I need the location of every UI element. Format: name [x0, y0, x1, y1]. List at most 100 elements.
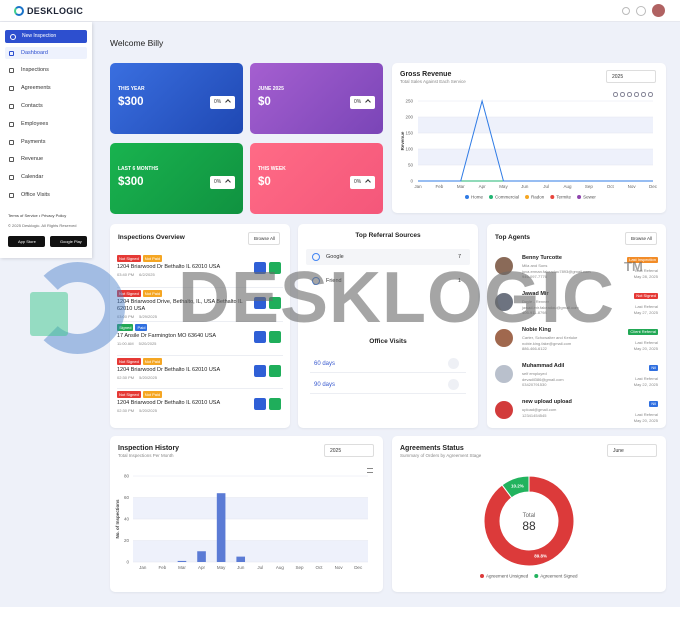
visit-period: 60 days: [314, 361, 336, 367]
view-button[interactable]: [254, 365, 266, 377]
terms-links[interactable]: Terms of Service • Privacy Policy: [8, 213, 67, 218]
view-button[interactable]: [254, 297, 266, 309]
separator: [310, 372, 466, 373]
meta-row: 11:00 AM 5/20/2025: [117, 341, 285, 346]
section-title: Office Visits: [369, 338, 407, 345]
edit-button[interactable]: [269, 365, 281, 377]
address: 17 Ansile Dr Farmington MO 63640 USA: [117, 333, 217, 339]
agent-name: Muhammad Adil: [522, 363, 565, 369]
time: 03:40 PM: [117, 272, 135, 277]
user-avatar[interactable]: [652, 4, 665, 17]
separator: [117, 287, 283, 288]
legend-marker: [525, 195, 530, 199]
stat-label: LAST 6 MONTHS: [118, 166, 159, 172]
badge-row: Not Signed Not Paid: [117, 358, 285, 365]
visit-view-button[interactable]: [448, 358, 459, 369]
source-icon: [312, 277, 320, 285]
address: 1204 Briarwood Drive, Bethalto, IL, USA …: [117, 299, 243, 312]
year-select[interactable]: 2025: [324, 444, 374, 457]
date: 5/20/2025: [139, 408, 157, 413]
edit-button[interactable]: [269, 398, 281, 410]
view-button[interactable]: [254, 398, 266, 410]
nav-item[interactable]: Revenue: [5, 154, 87, 166]
edit-button[interactable]: [269, 331, 281, 343]
legend-label: Agreement Signed: [540, 574, 578, 579]
toolbar-icon[interactable]: [648, 92, 653, 97]
agents-card: Top Agents Browse All Benny Turcotte Mila a…: [487, 224, 666, 428]
card-title: Inspections Overview: [118, 234, 185, 241]
nav-label: Revenue: [21, 156, 44, 163]
address: 1204 Briarwood Dr Bethalto IL 62010 USA: [117, 400, 221, 406]
inspection-item: Signed Paid 17 Ansile Dr Farmington MO 636…: [117, 324, 285, 356]
address: 1204 Briarwood Dr Bethalto IL 62010 USA: [117, 264, 221, 270]
status-badge: Signed: [117, 324, 134, 331]
nav-item[interactable]: Contacts: [5, 100, 87, 112]
y-tick-label: 100: [405, 147, 413, 152]
agent-detail: Doyle - Renner: [522, 299, 549, 304]
stat-change-value: 0%: [354, 99, 362, 105]
store-badge[interactable]: Google Play: [50, 236, 87, 247]
agent-badge: Last Inspection: [627, 257, 658, 263]
edit-button[interactable]: [269, 297, 281, 309]
nav-item[interactable]: Inspections: [5, 65, 87, 77]
menu-icon[interactable]: [367, 468, 373, 473]
grid-band: [133, 497, 368, 519]
nav-icon: [9, 50, 14, 56]
status-badge: Not Paid: [142, 255, 163, 262]
nav-label: Contacts: [21, 102, 43, 109]
source-count: 7: [458, 253, 462, 260]
nav-icon: [9, 68, 14, 74]
nav-item[interactable]: Dashboard: [5, 47, 87, 59]
view-button[interactable]: [254, 262, 266, 274]
browse-button[interactable]: Browse All: [248, 232, 280, 245]
nav-item[interactable]: Employees: [5, 118, 87, 130]
x-tick-label: May: [499, 184, 508, 189]
date-label: Last Referral: [635, 412, 658, 417]
nav-item[interactable]: Office Visits: [5, 189, 87, 201]
nav-icon: [9, 175, 14, 181]
view-button[interactable]: [254, 331, 266, 343]
store-badge[interactable]: App Store: [8, 236, 45, 247]
toolbar-icon[interactable]: [613, 92, 618, 97]
icon-button[interactable]: [636, 6, 646, 16]
agent-avatar: [495, 365, 513, 383]
legend-marker: [577, 195, 582, 199]
nav-icon: [9, 192, 14, 198]
separator: [117, 321, 283, 322]
legend-marker: [480, 574, 484, 578]
card-title: Top Agents: [495, 234, 531, 241]
year-select[interactable]: 2025: [606, 70, 656, 83]
agent-date: May 28, 2025: [633, 274, 658, 279]
x-tick-label: Feb: [158, 565, 166, 570]
icon-button[interactable]: [622, 7, 630, 15]
time: 02:30 PM: [117, 408, 135, 413]
browse-button[interactable]: Browse All: [625, 232, 657, 245]
nav-item[interactable]: Payments: [5, 136, 87, 148]
toolbar-icon[interactable]: [627, 92, 632, 97]
stat-change: 0%: [350, 96, 375, 109]
agent-date: May 27, 2025: [633, 310, 658, 315]
toolbar-icon[interactable]: [634, 92, 639, 97]
chart-card: Inspection History Total Inspections Per …: [110, 436, 383, 592]
visit-period: 90 days: [314, 382, 336, 388]
nav-item[interactable]: Calendar: [5, 172, 87, 184]
visit-view-button[interactable]: [448, 379, 459, 390]
toolbar-icon[interactable]: [641, 92, 646, 97]
agent-detail: 12341454545: [522, 412, 547, 418]
stat-value: $0: [258, 96, 271, 108]
edit-button[interactable]: [269, 262, 281, 274]
nav-item[interactable]: Agreements: [5, 83, 87, 95]
source-count: 1: [458, 277, 462, 284]
agent-detail: 886-466-6122: [522, 346, 547, 351]
time: 11:00 AM: [117, 341, 134, 346]
month-select[interactable]: June: [607, 444, 657, 457]
nav-label: Dashboard: [21, 49, 48, 56]
toolbar-icon[interactable]: [620, 92, 625, 97]
new-inspection-button[interactable]: New Inspection: [5, 30, 87, 43]
x-tick-label: Jul: [543, 184, 549, 189]
x-tick-label: Nov: [628, 184, 637, 189]
legend-label: Sewer: [583, 195, 596, 200]
x-tick-label: Nov: [335, 565, 344, 570]
y-tick-label: 200: [405, 115, 413, 120]
chart-title: Agreements Status: [400, 445, 464, 452]
